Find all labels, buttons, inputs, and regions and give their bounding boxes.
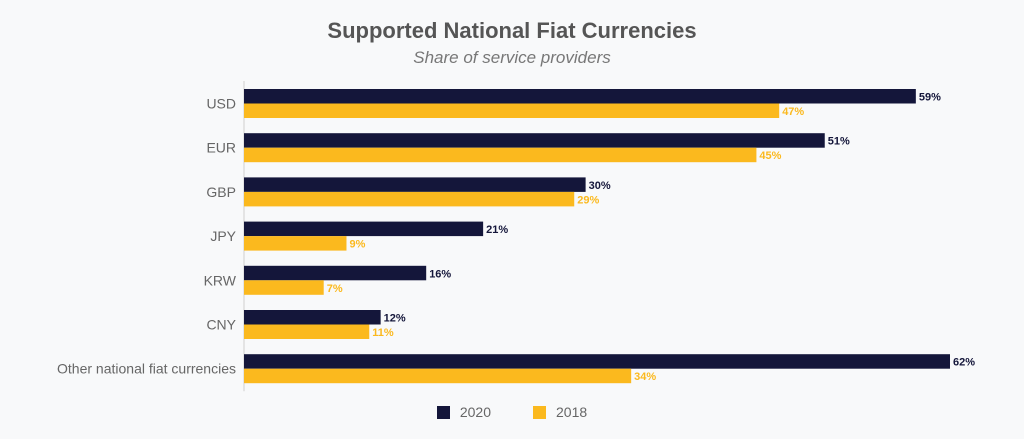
bar-2020 bbox=[244, 177, 586, 192]
category-label: JPY bbox=[210, 228, 236, 244]
bar-2020 bbox=[244, 265, 427, 281]
bar-2020 bbox=[244, 354, 950, 369]
value-label-2020: 21% bbox=[486, 224, 508, 236]
bar-2020 bbox=[244, 89, 916, 104]
legend-label-2020: 2020 bbox=[459, 404, 491, 420]
category-label: Other national fiat currencies bbox=[57, 361, 236, 377]
value-label-2018: 47% bbox=[782, 106, 804, 118]
bar-2018 bbox=[244, 103, 780, 118]
category-label: USD bbox=[206, 96, 236, 112]
value-label-2018: 34% bbox=[634, 371, 656, 383]
category-label: CNY bbox=[206, 317, 236, 333]
bar-2018 bbox=[244, 324, 370, 339]
category-label: GBP bbox=[206, 184, 236, 200]
value-label-2018: 7% bbox=[327, 283, 343, 295]
value-label-2018: 45% bbox=[759, 150, 781, 162]
bar-2018 bbox=[244, 280, 324, 295]
legend-item-2018: 2018 bbox=[533, 404, 587, 420]
value-label-2018: 9% bbox=[349, 239, 365, 251]
value-label-2020: 30% bbox=[589, 180, 611, 192]
legend-swatch-2020 bbox=[436, 405, 450, 419]
chart-title: Supported National Fiat Currencies bbox=[327, 18, 697, 43]
bar-2018 bbox=[244, 147, 757, 163]
value-label-2018: 11% bbox=[372, 327, 394, 339]
value-label-2018: 29% bbox=[577, 194, 599, 206]
bar-2020 bbox=[244, 133, 825, 148]
value-label-2020: 62% bbox=[953, 357, 975, 369]
chart-subtitle: Share of service providers bbox=[413, 48, 611, 67]
legend-item-2020: 2020 bbox=[436, 404, 491, 420]
value-label-2020: 12% bbox=[384, 313, 406, 325]
category-label: EUR bbox=[206, 140, 236, 156]
value-label-2020: 59% bbox=[919, 92, 941, 104]
value-label-2020: 51% bbox=[828, 136, 850, 148]
legend-swatch-2018 bbox=[533, 405, 546, 419]
bar-2018 bbox=[244, 368, 632, 384]
legend: 2020 2018 bbox=[0, 404, 1024, 420]
bar-2020 bbox=[244, 221, 484, 237]
legend-label-2018: 2018 bbox=[556, 404, 588, 420]
value-label-2020: 16% bbox=[429, 268, 451, 280]
bar-2020 bbox=[244, 310, 381, 325]
bar-2018 bbox=[244, 236, 347, 251]
bar-2018 bbox=[244, 191, 575, 207]
category-label: KRW bbox=[204, 272, 237, 288]
